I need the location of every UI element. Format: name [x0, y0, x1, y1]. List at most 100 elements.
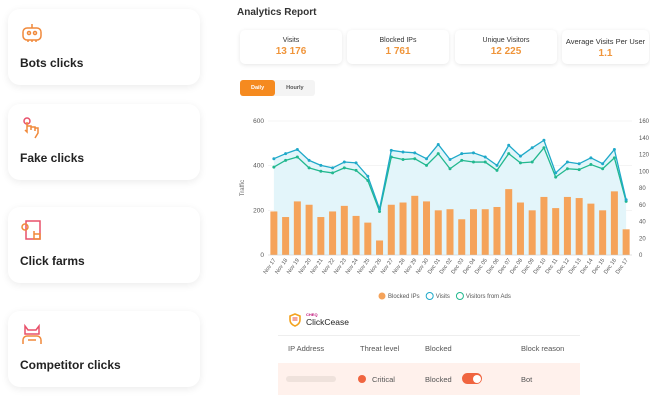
visitors-from-ads-point [272, 165, 276, 169]
bar-blocked-ips [352, 215, 360, 255]
visitors-from-ads-point [495, 168, 499, 172]
visitors-from-ads-point [530, 160, 534, 164]
y2-tick-label: 120 [639, 153, 650, 159]
card-label: Bots clicks [20, 56, 84, 70]
visitors-from-ads-point [425, 163, 429, 167]
card-click-farms[interactable]: Click farms [8, 207, 200, 283]
visitors-from-ads-point [483, 160, 487, 164]
stat-blocked-ips: Blocked IPs 1 761 [347, 30, 449, 64]
visitors-from-ads-point [319, 169, 323, 173]
visits-point [518, 154, 522, 158]
visits-point [554, 171, 558, 175]
visits-point [425, 157, 429, 161]
divider [278, 335, 580, 336]
bar-blocked-ips [610, 191, 618, 255]
visitors-from-ads-point [565, 167, 569, 171]
bar-blocked-ips [516, 202, 524, 255]
blocked-toggle[interactable] [462, 373, 482, 384]
bar-blocked-ips [282, 217, 290, 255]
bar-blocked-ips [305, 204, 313, 255]
bar-blocked-ips [340, 205, 348, 255]
visitors-from-ads-point [401, 158, 405, 162]
visits-point [342, 160, 346, 164]
bar-blocked-ips [376, 240, 384, 255]
visits-point [612, 147, 616, 151]
visitors-from-ads-point [436, 152, 440, 156]
y2-tick-label: 20 [639, 236, 646, 242]
card-competitor-clicks[interactable]: Competitor clicks [8, 311, 200, 387]
card-label: Competitor clicks [20, 358, 121, 372]
bar-blocked-ips [387, 204, 395, 255]
traffic-chart: 0200400600020406080100120140160TrafficNo… [240, 118, 650, 300]
visits-point [601, 162, 605, 166]
period-tabs: Daily Hourly [240, 80, 315, 96]
visits-point [565, 160, 569, 164]
visits-point [389, 148, 393, 152]
click-farm-icon [21, 220, 41, 240]
visits-point [378, 207, 382, 211]
visits-point [483, 155, 487, 159]
bar-blocked-ips [293, 201, 301, 255]
robot-icon [22, 24, 42, 42]
visitors-from-ads-point [448, 167, 452, 171]
bar-blocked-ips [587, 203, 595, 255]
bar-blocked-ips [317, 217, 325, 255]
bar-blocked-ips [481, 209, 489, 255]
visits-point [401, 150, 405, 154]
stat-avg-visits: Average Visits Per User 1.1 [562, 30, 649, 64]
stat-visits: Visits 13 176 [240, 30, 342, 64]
col-threat: Threat level [360, 344, 400, 353]
page-title: Analytics Report [237, 7, 317, 18]
clickcease-logo: CHEQ ClickCease [288, 312, 349, 327]
card-fake-clicks[interactable]: Fake clicks [8, 104, 200, 180]
y2-tick-label: 140 [639, 136, 650, 142]
legend-label: Visitors from Ads [466, 294, 511, 300]
visitors-from-ads-point [471, 160, 475, 164]
visitors-from-ads-point [542, 146, 546, 150]
bar-blocked-ips [505, 189, 513, 255]
card-bots-clicks[interactable]: Bots clicks [8, 9, 200, 85]
visitors-from-ads-point [460, 158, 464, 162]
visitors-from-ads-point [589, 163, 593, 167]
tab-daily[interactable]: Daily [240, 80, 276, 96]
visitors-from-ads-point [284, 158, 288, 162]
bar-blocked-ips [563, 196, 571, 255]
x-tick-label: Dec 17 [615, 258, 630, 276]
visits-point [530, 146, 534, 150]
y-axis-label: Traffic [240, 180, 246, 196]
visitors-from-ads-point [554, 175, 558, 179]
stat-unique-visitors: Unique Visitors 12 225 [455, 30, 557, 64]
col-blocked: Blocked [425, 344, 452, 353]
visits-point [471, 151, 475, 155]
bar-blocked-ips [434, 210, 442, 255]
tab-hourly[interactable]: Hourly [286, 85, 304, 91]
visits-point [284, 152, 288, 156]
visits-point [354, 161, 358, 165]
visits-area [273, 140, 627, 255]
y2-tick-label: 160 [639, 119, 650, 125]
table-row[interactable]: Critical Blocked Bot [278, 363, 580, 395]
bar-blocked-ips [446, 209, 454, 255]
card-label: Fake clicks [20, 151, 85, 165]
bar-blocked-ips [364, 222, 372, 255]
bar-blocked-ips [575, 198, 583, 255]
legend-label: Visits [436, 294, 450, 300]
visitors-from-ads-point [331, 171, 335, 175]
visitors-from-ads-point [612, 156, 616, 160]
y-tick-label: 200 [253, 207, 264, 214]
block-reason: Bot [521, 375, 533, 384]
bar-blocked-ips [329, 211, 337, 255]
visitors-from-ads-point [577, 168, 581, 172]
hand-pointer-icon [23, 117, 39, 139]
visitors-from-ads-point [413, 157, 417, 161]
visitors-from-ads-point [507, 152, 511, 156]
visits-point [272, 157, 276, 161]
visitors-from-ads-point [378, 209, 382, 213]
visitors-from-ads-point [295, 155, 299, 159]
visits-point [460, 152, 464, 156]
visits-point [307, 158, 311, 162]
col-ip: IP Address [288, 344, 325, 353]
bar-blocked-ips [411, 195, 419, 255]
legend-swatch [425, 292, 434, 300]
critical-dot-icon [358, 375, 366, 383]
